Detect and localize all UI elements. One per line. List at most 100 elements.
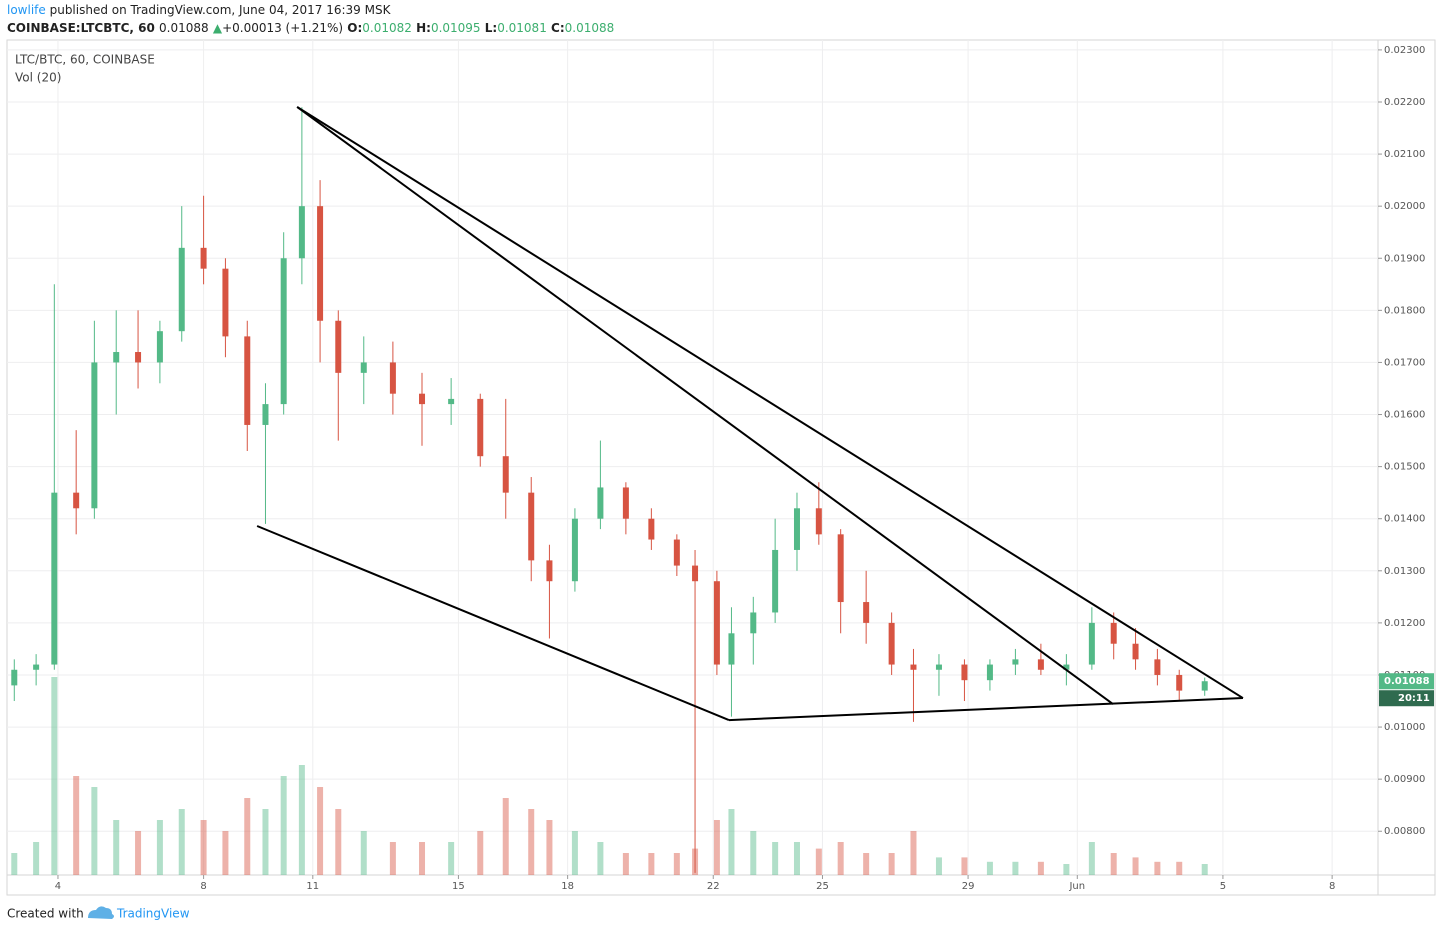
candle-body	[298, 206, 305, 259]
volume-bar	[986, 861, 993, 875]
candle-body	[389, 362, 396, 394]
countdown-box	[1379, 690, 1434, 707]
candle-body	[713, 581, 720, 665]
volume-bar	[502, 798, 509, 875]
volume-bar	[178, 809, 185, 875]
last-price-label: 0.01088	[1384, 676, 1430, 687]
candle-body	[528, 492, 535, 561]
candle-body	[73, 492, 80, 509]
volume-bar	[728, 809, 735, 875]
volume-bar	[280, 776, 287, 875]
candle-body	[673, 539, 680, 566]
candle-body	[335, 320, 342, 373]
x-tick-label: 11	[306, 881, 319, 892]
volume-bar	[1037, 861, 1044, 875]
legend-volume: Vol (20)	[15, 71, 61, 85]
o-value: 0.01082	[362, 21, 412, 35]
volume-bar	[648, 853, 655, 875]
volume-bar	[597, 842, 604, 875]
candle-body	[1132, 643, 1139, 660]
candle-body	[648, 518, 655, 540]
candle-body	[280, 258, 287, 405]
volume-bar	[622, 853, 629, 875]
candle-body	[448, 398, 455, 405]
candle-body	[1176, 674, 1183, 691]
y-tick-label: 0.00800	[1384, 826, 1425, 837]
volume-bar	[528, 809, 535, 875]
volume-bar	[837, 842, 844, 875]
candle-body	[1201, 681, 1208, 691]
volume-bar	[1110, 853, 1117, 875]
candle-body	[200, 247, 207, 269]
h-value: 0.01095	[430, 21, 481, 35]
candle-body	[156, 331, 163, 363]
volume-bar	[156, 820, 163, 875]
volume-bar	[772, 842, 779, 875]
volume-bar	[11, 853, 18, 875]
candle-body	[961, 664, 968, 681]
candle-body	[935, 664, 942, 670]
candle-body	[837, 534, 844, 603]
x-tick-label: 5	[1220, 881, 1226, 892]
c-value: 0.01088	[564, 21, 615, 35]
candle-body	[910, 664, 917, 670]
volume-bar	[222, 831, 229, 875]
volume-bar	[135, 831, 142, 875]
author[interactable]: lowlife	[7, 3, 46, 17]
volume-bar	[477, 831, 484, 875]
volume-bar	[419, 842, 426, 875]
o-label: O:	[347, 21, 363, 35]
y-tick-label: 0.02200	[1384, 97, 1425, 108]
candle-body	[986, 664, 993, 681]
candle-body	[1012, 659, 1019, 665]
volume-bar	[448, 842, 455, 875]
y-tick-label: 0.02000	[1384, 201, 1425, 212]
volume-bar	[1201, 864, 1208, 875]
x-tick-label: 4	[55, 881, 61, 892]
y-tick-label: 0.01200	[1384, 618, 1425, 629]
candle-body	[571, 518, 578, 582]
volume-bar	[317, 787, 324, 875]
x-tick-label: 8	[200, 881, 206, 892]
legend-symbol: LTC/BTC, 60, COINBASE	[15, 53, 155, 67]
volume-bar	[51, 677, 58, 875]
candle-body	[728, 633, 735, 665]
y-tick-label: 0.01000	[1384, 722, 1425, 733]
candle-body	[692, 565, 699, 582]
candle-body	[477, 398, 484, 457]
candle-body	[244, 336, 251, 425]
volume-bar	[571, 831, 578, 875]
candle-body	[262, 404, 269, 425]
trend-line	[296, 106, 1114, 705]
footer-logo	[88, 906, 114, 919]
candle-body	[750, 612, 757, 634]
change: +0.00013 (+1.21%)	[222, 21, 344, 35]
volume-bar	[910, 831, 917, 875]
volume-bar	[262, 809, 269, 875]
c-label: C:	[551, 21, 565, 35]
volume-bar	[91, 787, 98, 875]
volume-bar	[1176, 861, 1183, 875]
volume-bar	[73, 776, 80, 875]
x-tick-label: 22	[707, 881, 720, 892]
volume-bar	[1063, 864, 1070, 875]
x-tick-label: 25	[816, 881, 829, 892]
y-tick-label: 0.02300	[1384, 45, 1425, 56]
volume-bar	[113, 820, 120, 875]
candle-body	[815, 508, 822, 535]
y-tick-label: 0.00900	[1384, 774, 1425, 785]
footer-brand[interactable]: TradingView	[116, 907, 190, 921]
volume-bar	[1012, 861, 1019, 875]
published: published on TradingView.com, June 04, 2…	[49, 3, 391, 17]
candle-body	[222, 268, 229, 337]
l-label: L:	[484, 21, 498, 35]
candle-body	[772, 549, 779, 613]
volume-bar	[298, 765, 305, 875]
candle-body	[1088, 622, 1095, 665]
y-tick-label: 0.01600	[1384, 410, 1425, 421]
trend-line	[296, 106, 1244, 699]
candle-body	[419, 393, 426, 405]
publish-line: lowlife published on TradingView.com, Ju…	[7, 3, 390, 17]
